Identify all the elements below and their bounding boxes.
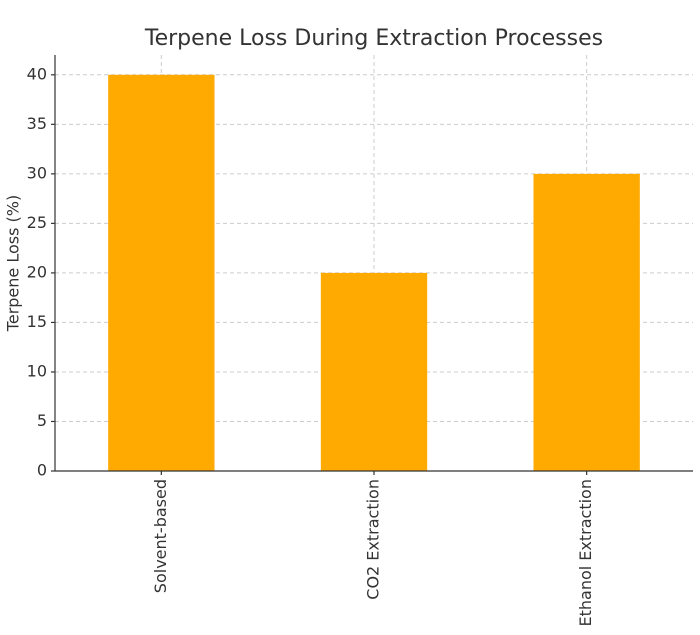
x-tick-label: Ethanol Extraction	[576, 479, 595, 626]
y-tick-label: 30	[27, 163, 47, 182]
x-tick-label: Solvent-based	[151, 479, 170, 593]
y-tick-label: 20	[27, 262, 47, 281]
y-tick-label: 40	[27, 64, 47, 83]
y-axis-label: Terpene Loss (%)	[4, 195, 23, 332]
y-tick-label: 10	[27, 361, 47, 380]
y-tick-label: 15	[27, 312, 47, 331]
bar	[533, 173, 640, 471]
y-tick-label: 5	[37, 411, 47, 430]
y-tick-label: 35	[27, 114, 47, 133]
chart-title: Terpene Loss During Extraction Processes	[144, 26, 603, 51]
y-tick-label: 25	[27, 213, 47, 232]
bar	[108, 74, 215, 472]
bar	[320, 272, 428, 471]
y-tick-label: 0	[37, 461, 47, 480]
x-tick-label: CO2 Extraction	[364, 479, 383, 600]
